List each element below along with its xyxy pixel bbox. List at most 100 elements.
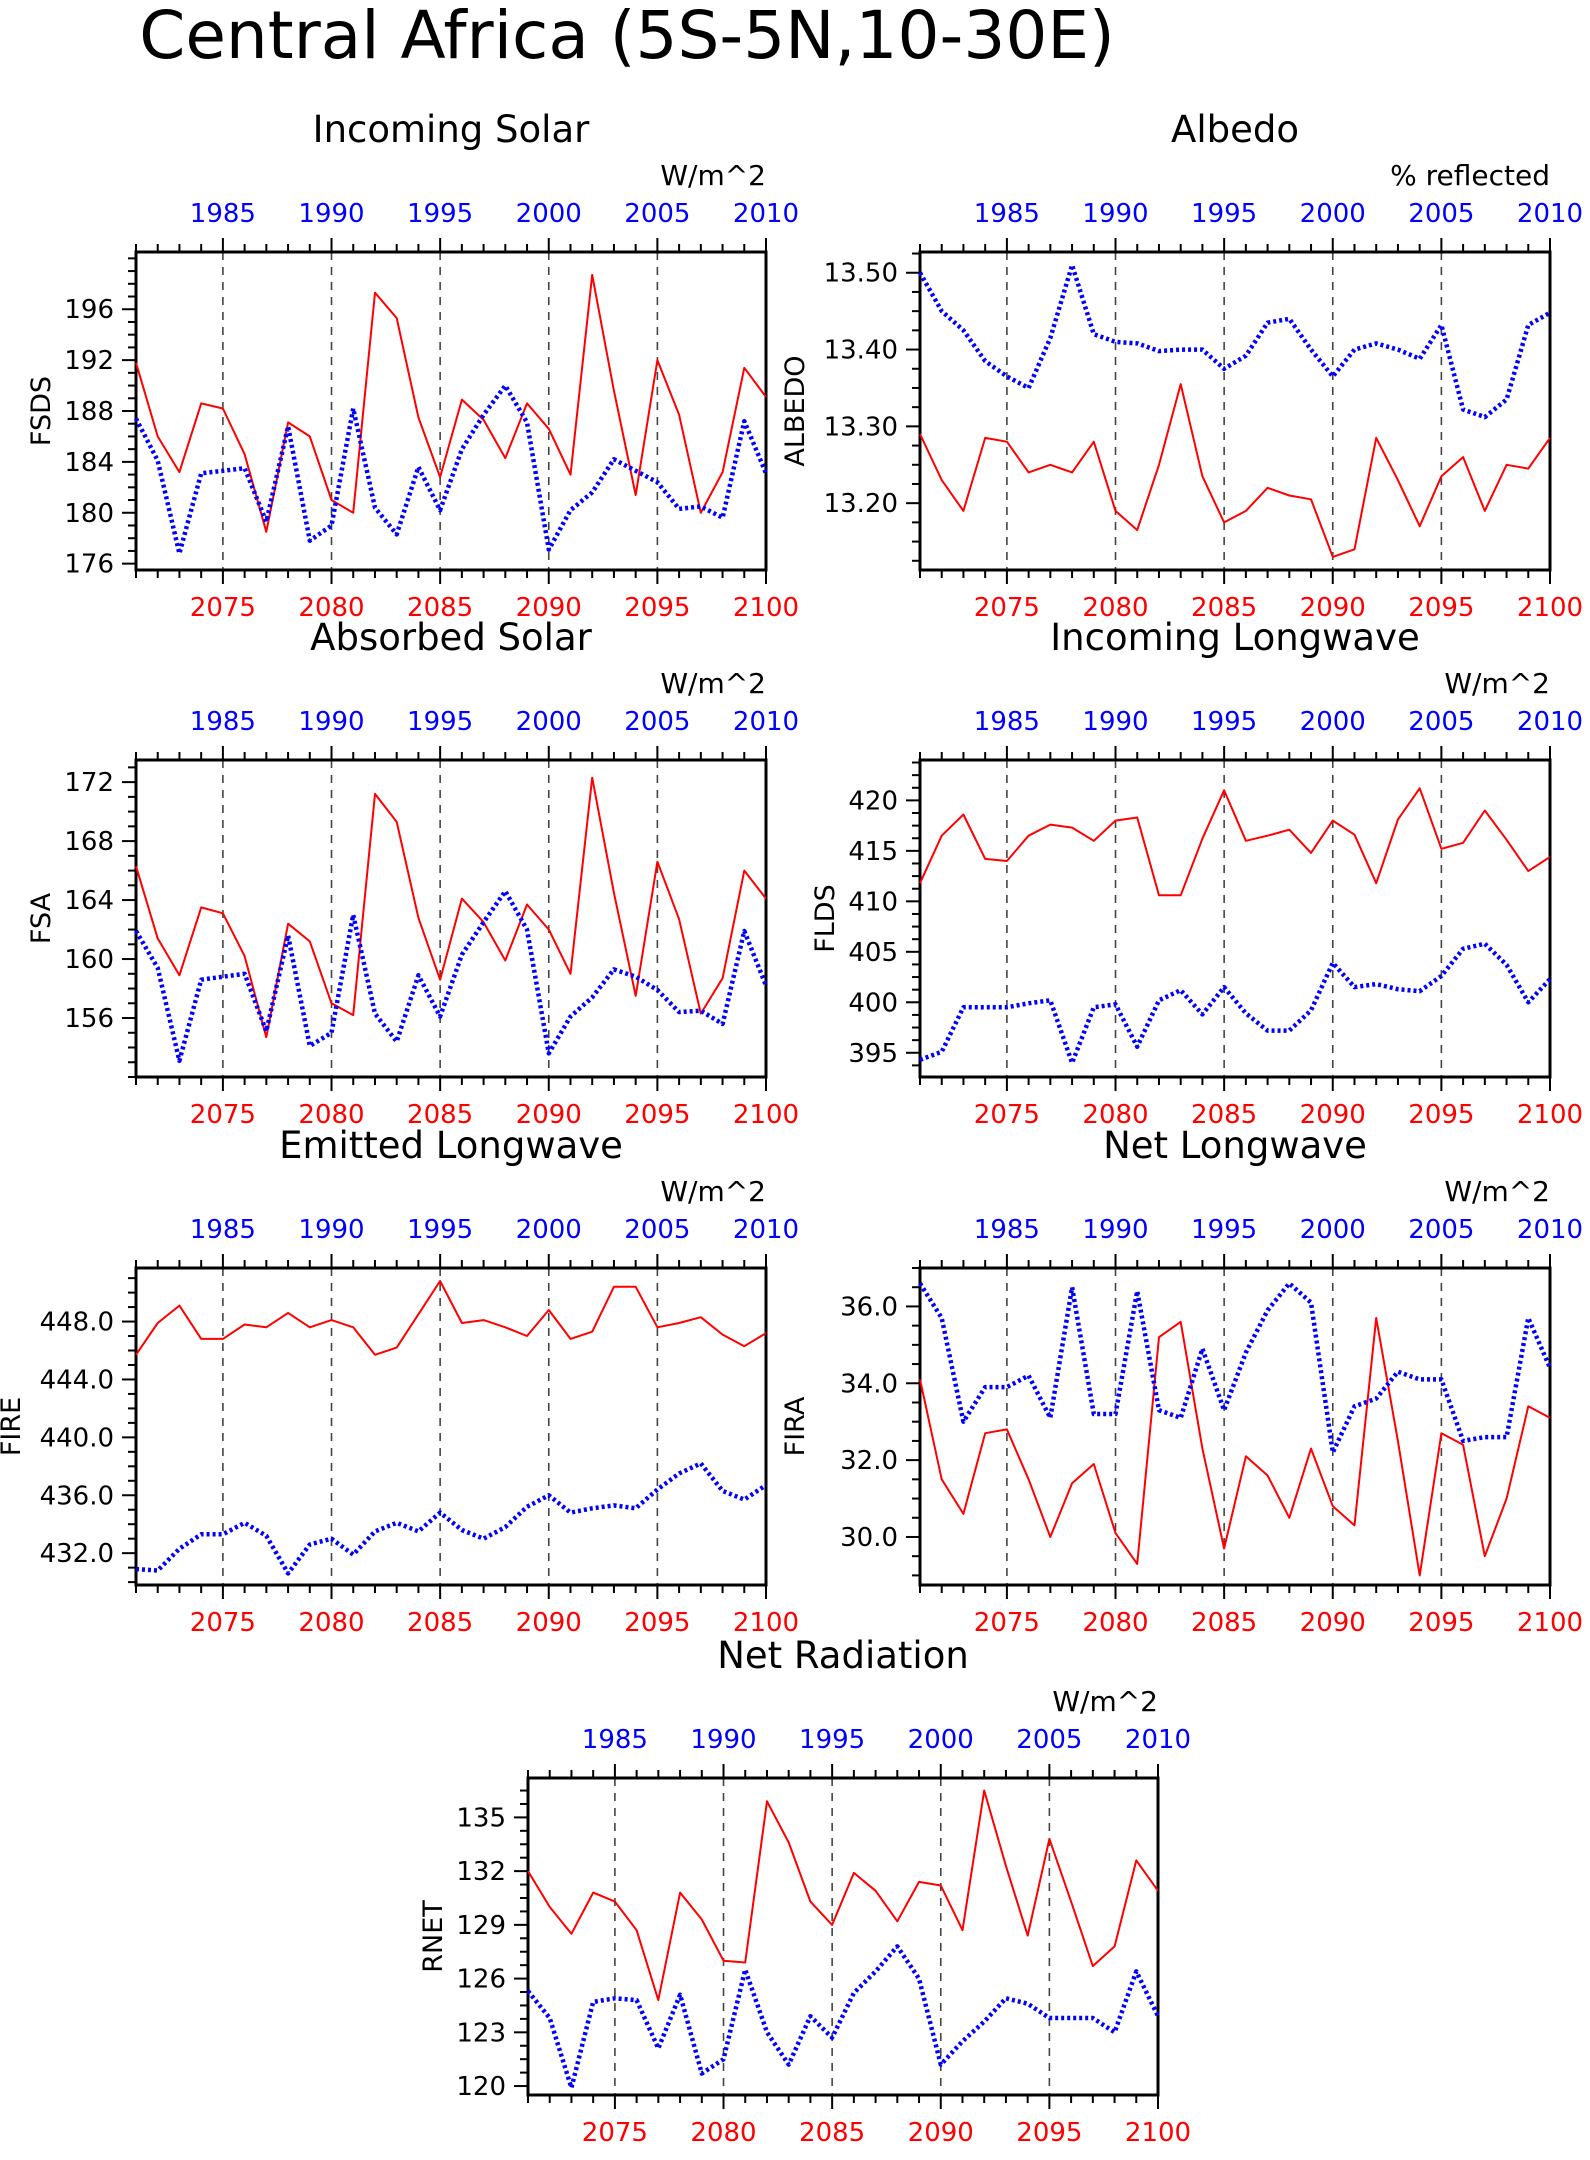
x-tick-label-bottom: 2095 (624, 1100, 690, 1130)
y-tick-label: 160 (64, 945, 114, 975)
x-tick-label-top: 1990 (1082, 1215, 1148, 1245)
y-tick-label: 120 (456, 2072, 506, 2102)
x-tick-label-bottom: 2095 (1016, 2118, 1082, 2148)
plot-frame (918, 758, 1552, 1079)
x-tick-label-bottom: 2075 (190, 1608, 256, 1638)
series-line-future (919, 383, 1551, 558)
x-tick-label-top: 1985 (582, 1725, 648, 1755)
x-tick-label-bottom: 2090 (908, 2118, 974, 2148)
x-tick-label-bottom: 2075 (190, 593, 256, 623)
series-line-future (135, 1280, 767, 1356)
x-tick-label-bottom: 2075 (974, 593, 1040, 623)
y-tick-label: 444.0 (40, 1365, 114, 1395)
y-tick-label: 13.20 (824, 489, 898, 519)
chart-panel-4: Incoming Longwave W/m^2 2075 2080 2085 2090 20… (810, 616, 1583, 1130)
y-tick-label: 32.0 (840, 1446, 898, 1476)
x-tick-label-top: 1990 (690, 1725, 756, 1755)
x-tick-label-top: 1985 (190, 1215, 256, 1245)
series-line-historical (135, 1461, 768, 1576)
x-tick-label-top: 2000 (1300, 707, 1366, 737)
series-line-future (919, 787, 1551, 897)
y-tick-label: 36.0 (840, 1292, 898, 1322)
y-tick-label: 196 (64, 295, 114, 325)
x-tick-label-top: 1995 (1191, 1215, 1257, 1245)
x-tick-label-top: 1995 (407, 199, 473, 229)
y-tick-label: 132 (456, 1857, 506, 1887)
y-axis-label: RNET (418, 1900, 449, 1973)
y-tick-label: 129 (456, 1911, 506, 1941)
x-tick-label-top: 2010 (733, 199, 799, 229)
x-tick-label-bottom: 2095 (1408, 1100, 1474, 1130)
x-tick-label-top: 2010 (1125, 1725, 1191, 1755)
y-tick-label: 440.0 (40, 1423, 114, 1453)
x-tick-label-top: 1990 (1082, 707, 1148, 737)
units-label: W/m^2 (1444, 667, 1550, 700)
x-tick-label-bottom: 2100 (733, 1608, 799, 1638)
x-tick-label-bottom: 2095 (624, 593, 690, 623)
x-tick-label-top: 1995 (1191, 707, 1257, 737)
x-tick-label-bottom: 2080 (1082, 1608, 1148, 1638)
y-tick-label: 405 (848, 938, 898, 968)
x-tick-label-top: 2005 (624, 707, 690, 737)
y-tick-label: 400 (848, 988, 898, 1018)
x-tick-label-top: 1995 (407, 707, 473, 737)
units-label: W/m^2 (1444, 1175, 1550, 1208)
x-tick-label-bottom: 2100 (1125, 2118, 1191, 2148)
x-tick-label-top: 2010 (1517, 1215, 1583, 1245)
x-tick-label-bottom: 2080 (298, 1608, 364, 1638)
x-tick-label-top: 1985 (974, 707, 1040, 737)
series-line-historical (526, 1944, 1161, 2091)
x-tick-label-top: 2005 (624, 1215, 690, 1245)
x-tick-label-bottom: 2080 (298, 1100, 364, 1130)
plot-frame (918, 1266, 1552, 1587)
x-tick-label-top: 2005 (1408, 707, 1474, 737)
series-line-historical (919, 941, 1552, 1066)
series-line-historical (918, 262, 1552, 420)
y-tick-label: 180 (64, 499, 114, 529)
x-tick-label-bottom: 2075 (974, 1608, 1040, 1638)
plot-frame (918, 250, 1552, 572)
series-line-historical (918, 1281, 1553, 1455)
y-tick-label: 192 (64, 346, 114, 376)
x-tick-label-top: 1995 (407, 1215, 473, 1245)
y-tick-label: 420 (848, 786, 898, 816)
y-axis-label: FIRA (780, 1396, 811, 1456)
plot-frame (134, 758, 768, 1079)
x-tick-label-top: 1990 (298, 199, 364, 229)
panel-title: Absorbed Solar (310, 616, 592, 659)
figure-title: Central Africa (5S-5N,10-30E) (139, 0, 1115, 74)
y-tick-label: 164 (64, 886, 114, 916)
units-label: % reflected (1390, 159, 1550, 192)
plot-frame (526, 1776, 1160, 2097)
y-tick-label: 448.0 (40, 1308, 114, 1338)
x-tick-label-top: 2005 (1016, 1725, 1082, 1755)
x-tick-label-top: 1985 (974, 199, 1040, 229)
x-tick-label-bottom: 2075 (190, 1100, 256, 1130)
x-tick-label-top: 2000 (1300, 199, 1366, 229)
x-tick-label-bottom: 2075 (974, 1100, 1040, 1130)
panel-title: Incoming Longwave (1050, 616, 1420, 659)
series-line-future (135, 776, 767, 1039)
x-tick-label-top: 2010 (733, 707, 799, 737)
x-tick-label-top: 2010 (733, 1215, 799, 1245)
y-tick-label: 13.50 (824, 259, 898, 289)
x-tick-label-bottom: 2080 (1082, 593, 1148, 623)
chart-panel-3: Absorbed Solar W/m^2 2075 2080 2085 2090 2095 2… (26, 616, 799, 1130)
x-tick-label-bottom: 2085 (799, 2118, 865, 2148)
x-tick-label-bottom: 2090 (1300, 593, 1366, 623)
y-tick-label: 172 (64, 768, 114, 798)
y-tick-label: 34.0 (840, 1369, 898, 1399)
x-tick-label-top: 2005 (624, 199, 690, 229)
x-tick-label-bottom: 2100 (1517, 593, 1583, 623)
y-tick-label: 432.0 (40, 1539, 114, 1569)
x-tick-label-top: 2000 (908, 1725, 974, 1755)
x-tick-label-bottom: 2095 (1408, 593, 1474, 623)
y-tick-label: 188 (64, 397, 114, 427)
panel-title: Incoming Solar (313, 108, 590, 151)
x-tick-label-top: 2000 (516, 199, 582, 229)
chart-panel-6: Net Longwave W/m^2 2075 2080 2085 2090 2095 210… (780, 1124, 1583, 1638)
x-tick-label-bottom: 2085 (407, 1608, 473, 1638)
units-label: W/m^2 (1052, 1685, 1158, 1718)
x-tick-label-bottom: 2095 (624, 1608, 690, 1638)
plot-frame (134, 250, 768, 572)
